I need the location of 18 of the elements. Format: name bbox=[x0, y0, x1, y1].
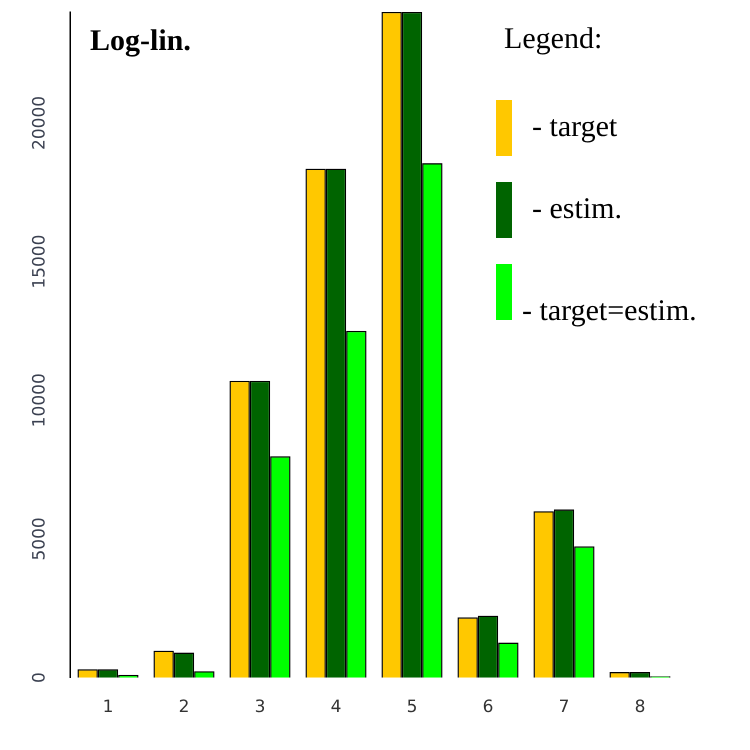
legend-title: Legend: bbox=[504, 22, 602, 55]
y-tick-label: 10000 bbox=[29, 373, 50, 428]
legend-label: - target bbox=[532, 110, 618, 143]
x-tick-label: 2 bbox=[178, 697, 190, 718]
y-tick-label: 20000 bbox=[29, 96, 50, 150]
legend-label: - target=estim. bbox=[522, 294, 697, 327]
legend-label: - estim. bbox=[532, 192, 622, 225]
y-tick-label: 0 bbox=[29, 672, 50, 684]
x-tick-label: 3 bbox=[254, 697, 266, 718]
x-tick-label: 7 bbox=[558, 697, 570, 718]
chart-title: Log-lin. bbox=[90, 24, 191, 57]
x-tick-label: 5 bbox=[406, 697, 418, 718]
x-tick-label: 1 bbox=[102, 697, 114, 718]
y-tick-label: 15000 bbox=[29, 234, 50, 289]
x-tick-label: 8 bbox=[634, 697, 646, 718]
x-tick-label: 4 bbox=[330, 697, 342, 718]
x-tick-label: 6 bbox=[482, 697, 494, 718]
y-tick-label: 5000 bbox=[29, 517, 50, 561]
